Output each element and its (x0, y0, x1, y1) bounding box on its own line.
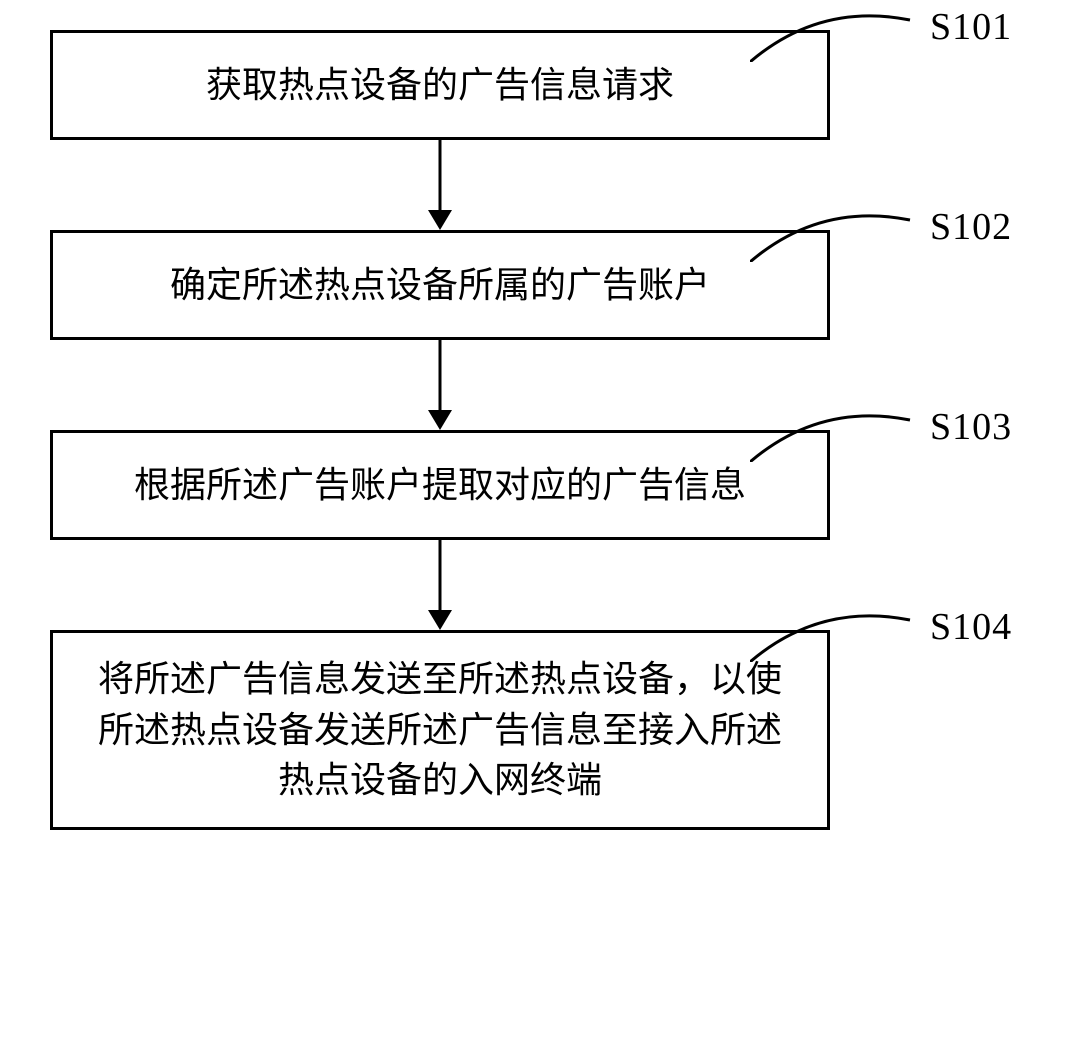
flow-step-s104: 将所述广告信息发送至所述热点设备，以使所述热点设备发送所述广告信息至接入所述热点… (50, 630, 830, 830)
step-label-s103: S103 (930, 405, 1012, 449)
step-label-s102: S102 (930, 205, 1012, 249)
step-text: 将所述广告信息发送至所述热点设备，以使所述热点设备发送所述广告信息至接入所述热点… (83, 654, 797, 805)
arrow-head-icon (428, 610, 452, 630)
flow-step-s103: 根据所述广告账户提取对应的广告信息 (50, 430, 830, 540)
arrow-head-icon (428, 210, 452, 230)
connector-2 (50, 340, 830, 430)
step-text: 获取热点设备的广告信息请求 (206, 60, 674, 110)
connector-1 (50, 140, 830, 230)
step-text: 根据所述广告账户提取对应的广告信息 (134, 460, 746, 510)
arrow-line (439, 540, 442, 618)
flow-step-s101: 获取热点设备的广告信息请求 (50, 30, 830, 140)
arrow-line (439, 140, 442, 218)
step-label-s101: S101 (930, 5, 1012, 49)
step-label-s104: S104 (930, 605, 1012, 649)
step-text: 确定所述热点设备所属的广告账户 (170, 260, 710, 310)
connector-3 (50, 540, 830, 630)
arrow-line (439, 340, 442, 418)
flow-step-s102: 确定所述热点设备所属的广告账户 (50, 230, 830, 340)
arrow-head-icon (428, 410, 452, 430)
flowchart-container: 获取热点设备的广告信息请求 S101 确定所述热点设备所属的广告账户 S102 … (50, 30, 1036, 830)
